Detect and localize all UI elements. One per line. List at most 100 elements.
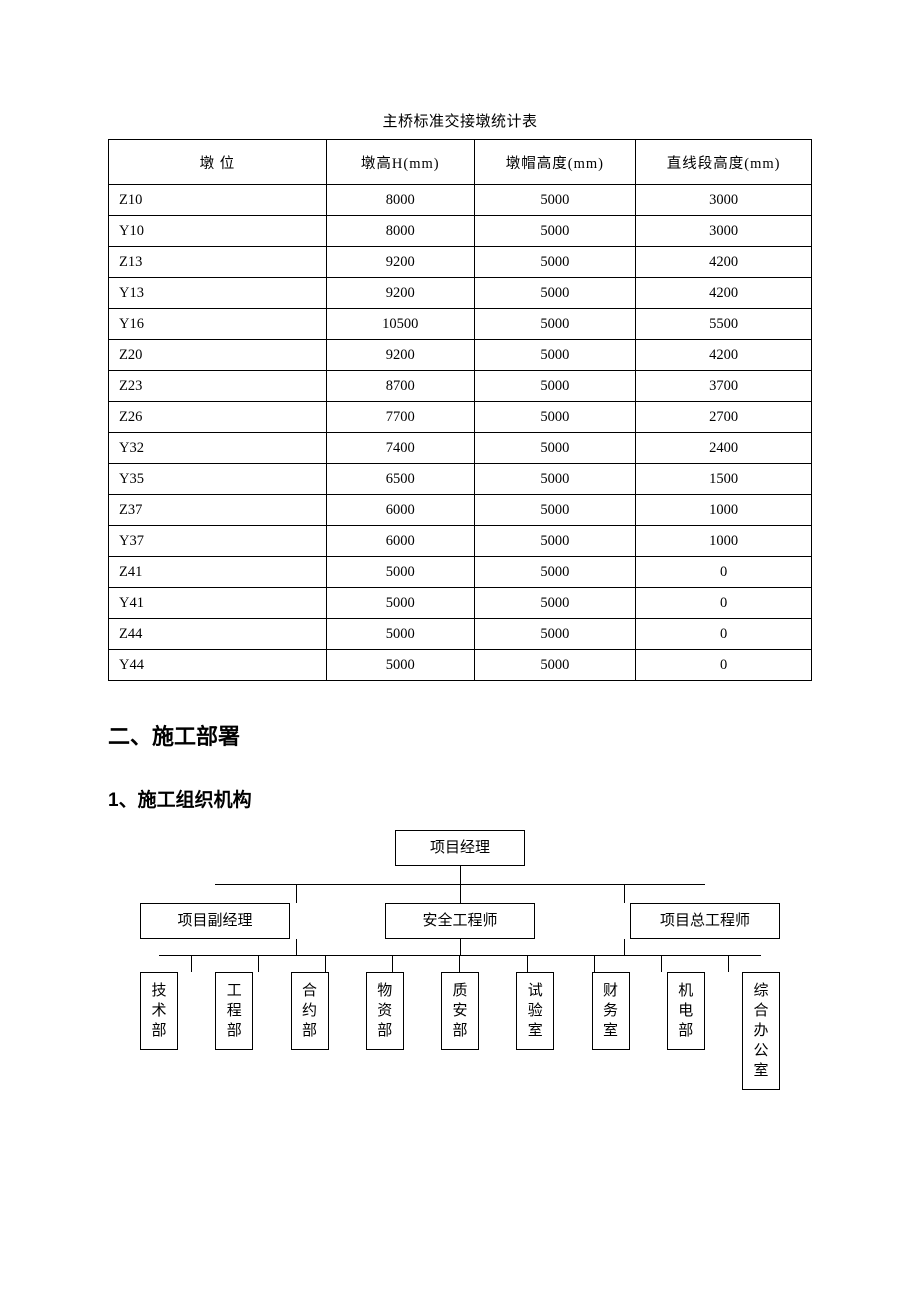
table-cell: 3000	[636, 185, 812, 216]
table-cell: 5000	[474, 619, 636, 650]
table-cell: Y13	[109, 278, 327, 309]
table-cell: 2700	[636, 402, 812, 433]
org-node-leaf: 质安部	[441, 972, 479, 1050]
org-node-leaf: 机电部	[667, 972, 705, 1050]
org-chart: 项目经理 项目副经理 安全工程师 项目总工程师 技术部工程部合约部物资部质安部试验室…	[140, 830, 780, 1090]
table-cell: 5000	[474, 309, 636, 340]
table-cell: Z44	[109, 619, 327, 650]
org-node-mid: 安全工程师	[385, 903, 535, 939]
org-node-leaf: 合约部	[291, 972, 329, 1050]
table-cell: 3000	[636, 216, 812, 247]
table-cell: Y10	[109, 216, 327, 247]
table-cell: 6000	[326, 495, 474, 526]
table-cell: Z13	[109, 247, 327, 278]
table-header: 墩高H(mm)	[326, 140, 474, 185]
table-cell: 5000	[474, 495, 636, 526]
table-cell: 5000	[474, 371, 636, 402]
table-row: Z26770050002700	[109, 402, 812, 433]
org-node-leaf: 试验室	[516, 972, 554, 1050]
table-cell: 0	[636, 619, 812, 650]
table-cell: 7400	[326, 433, 474, 464]
table-cell: Z37	[109, 495, 327, 526]
table-cell: 9200	[326, 340, 474, 371]
table-row: Z44500050000	[109, 619, 812, 650]
table-header: 直线段高度(mm)	[636, 140, 812, 185]
table-cell: Y37	[109, 526, 327, 557]
table-cell: 5000	[326, 588, 474, 619]
table-cell: Y16	[109, 309, 327, 340]
table-cell: 1000	[636, 495, 812, 526]
table-cell: 8000	[326, 185, 474, 216]
org-node-leaf: 财务室	[592, 972, 630, 1050]
table-cell: 0	[636, 557, 812, 588]
org-node-top: 项目经理	[395, 830, 525, 866]
table-cell: 1500	[636, 464, 812, 495]
table-row: Y32740050002400	[109, 433, 812, 464]
table-row: Y37600050001000	[109, 526, 812, 557]
table-row: Y41500050000	[109, 588, 812, 619]
table-row: Z10800050003000	[109, 185, 812, 216]
table-row: Y10800050003000	[109, 216, 812, 247]
table-cell: Z10	[109, 185, 327, 216]
table-cell: 9200	[326, 247, 474, 278]
table-cell: 7700	[326, 402, 474, 433]
table-cell: Y41	[109, 588, 327, 619]
table-cell: 2400	[636, 433, 812, 464]
table-cell: 5000	[474, 557, 636, 588]
table-cell: 5000	[474, 185, 636, 216]
org-node-leaf: 工程部	[215, 972, 253, 1050]
table-header: 墩帽高度(mm)	[474, 140, 636, 185]
org-node-leaf: 技术部	[140, 972, 178, 1050]
table-cell: 8000	[326, 216, 474, 247]
table-row: Y44500050000	[109, 650, 812, 681]
table-cell: 5000	[474, 650, 636, 681]
table-row: Y161050050005500	[109, 309, 812, 340]
table-header: 墩 位	[109, 140, 327, 185]
org-node-mid: 项目总工程师	[630, 903, 780, 939]
table-cell: 5500	[636, 309, 812, 340]
table-cell: 6500	[326, 464, 474, 495]
table-cell: 8700	[326, 371, 474, 402]
table-cell: 0	[636, 650, 812, 681]
table-row: Z37600050001000	[109, 495, 812, 526]
table-cell: 1000	[636, 526, 812, 557]
table-row: Y13920050004200	[109, 278, 812, 309]
table-cell: 6000	[326, 526, 474, 557]
section-heading-3: 1、施工组织机构	[108, 785, 812, 812]
table-cell: Y44	[109, 650, 327, 681]
table-cell: 0	[636, 588, 812, 619]
table-cell: 5000	[474, 464, 636, 495]
table-cell: 5000	[474, 278, 636, 309]
table-cell: 10500	[326, 309, 474, 340]
org-node-leaf: 综合办公室	[742, 972, 780, 1090]
table-cell: 3700	[636, 371, 812, 402]
pier-stats-table: 墩 位墩高H(mm)墩帽高度(mm)直线段高度(mm) Z10800050003…	[108, 139, 812, 681]
table-cell: 4200	[636, 278, 812, 309]
table-cell: 5000	[326, 650, 474, 681]
table-cell: Y35	[109, 464, 327, 495]
table-cell: 5000	[326, 557, 474, 588]
table-cell: 5000	[474, 247, 636, 278]
table-cell: 5000	[326, 619, 474, 650]
table-title: 主桥标准交接墩统计表	[108, 110, 812, 131]
table-cell: 4200	[636, 247, 812, 278]
table-row: Z23870050003700	[109, 371, 812, 402]
table-cell: Z26	[109, 402, 327, 433]
table-row: Y35650050001500	[109, 464, 812, 495]
org-node-mid: 项目副经理	[140, 903, 290, 939]
table-cell: Y32	[109, 433, 327, 464]
table-cell: 5000	[474, 340, 636, 371]
table-cell: 5000	[474, 402, 636, 433]
table-cell: Z20	[109, 340, 327, 371]
table-cell: 9200	[326, 278, 474, 309]
table-cell: 5000	[474, 588, 636, 619]
table-cell: Z41	[109, 557, 327, 588]
org-node-leaf: 物资部	[366, 972, 404, 1050]
section-heading-2: 二、施工部署	[108, 719, 812, 751]
table-row: Z20920050004200	[109, 340, 812, 371]
table-cell: Z23	[109, 371, 327, 402]
table-cell: 5000	[474, 216, 636, 247]
table-row: Z41500050000	[109, 557, 812, 588]
table-cell: 5000	[474, 526, 636, 557]
table-row: Z13920050004200	[109, 247, 812, 278]
